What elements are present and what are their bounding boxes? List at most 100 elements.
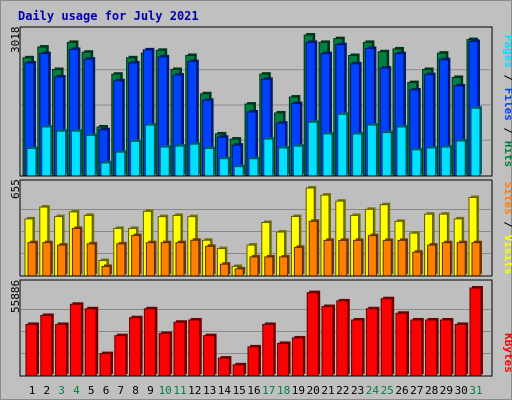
hits-files-pages-bars xyxy=(22,33,482,177)
day-label-2: 2 xyxy=(43,384,50,397)
day-label-19: 19 xyxy=(292,384,305,397)
day-label-21: 21 xyxy=(321,384,334,397)
visits-bar-sites-day-11 xyxy=(175,242,185,277)
visits-bar-sites-day-29 xyxy=(441,242,451,277)
kbytes-bar-kbytes-day-7 xyxy=(114,335,127,377)
day-axis-labels: 1 2 3 4 5 6 7 8 9 10 11 12 13 14 15 16 17 18 19 20 21 22 23 24 2… xyxy=(29,384,483,397)
legend-separator: / xyxy=(502,68,512,88)
visits-panel-max-label: 655 xyxy=(9,179,22,199)
visits-bar-sites-day-27 xyxy=(412,251,422,277)
kbytes-bar-kbytes-day-28 xyxy=(425,319,438,377)
day-label-1: 1 xyxy=(29,384,36,397)
kbytes-bar-kbytes-day-16 xyxy=(247,346,260,377)
visits-bar-sites-day-30 xyxy=(456,242,466,277)
hits-bar-pages-day-23 xyxy=(352,133,363,177)
hits-bar-pages-day-12 xyxy=(189,143,200,177)
legend-pages: Pages xyxy=(502,35,512,68)
hits-bar-pages-day-1 xyxy=(26,147,37,177)
visits-bar-sites-day-15 xyxy=(234,268,244,277)
hits-bar-pages-day-22 xyxy=(337,113,348,177)
kbytes-bar-kbytes-day-26 xyxy=(395,312,408,377)
kbytes-bar-kbytes-day-22 xyxy=(336,300,349,377)
legend-separator: / xyxy=(502,215,512,235)
kbytes-bar-kbytes-day-15 xyxy=(232,364,245,377)
day-label-10: 10 xyxy=(159,384,172,397)
legend-visits: Visits xyxy=(502,235,512,275)
hits-bar-pages-day-27 xyxy=(411,149,422,177)
visits-bar-sites-day-13 xyxy=(205,245,215,277)
day-label-28: 28 xyxy=(425,384,438,397)
kbytes-bar-kbytes-day-31 xyxy=(469,287,482,377)
visits-bar-sites-day-1 xyxy=(27,242,37,277)
visits-bar-sites-day-9 xyxy=(145,242,155,277)
visits-bar-sites-day-23 xyxy=(353,239,363,277)
day-label-8: 8 xyxy=(132,384,139,397)
day-label-27: 27 xyxy=(410,384,423,397)
visits-bar-sites-day-4 xyxy=(71,227,81,277)
hits-bar-pages-day-30 xyxy=(455,140,466,177)
kbytes-bars xyxy=(25,286,483,377)
day-label-17: 17 xyxy=(262,384,275,397)
kbytes-bar-kbytes-day-12 xyxy=(188,319,201,377)
hits-bar-pages-day-17 xyxy=(263,138,274,177)
kbytes-bar-kbytes-day-23 xyxy=(351,319,364,377)
day-label-4: 4 xyxy=(73,384,80,397)
kbytes-bar-kbytes-day-3 xyxy=(55,323,68,377)
hits-bar-pages-day-31 xyxy=(470,107,481,177)
legend-kbytes: KBytes xyxy=(502,333,512,373)
hits-bar-pages-day-26 xyxy=(396,126,407,177)
hits-bar-pages-day-19 xyxy=(292,145,303,177)
day-label-16: 16 xyxy=(247,384,260,397)
hits-bar-pages-day-24 xyxy=(366,124,377,177)
visits-bar-sites-day-5 xyxy=(86,243,96,277)
kbytes-panel-legend: KBytes xyxy=(502,333,512,373)
day-label-31: 31 xyxy=(469,384,482,397)
visits-bar-sites-day-8 xyxy=(131,235,141,277)
legend-separator: / xyxy=(502,121,512,141)
visits-bar-sites-day-6 xyxy=(101,265,111,277)
kbytes-bar-kbytes-day-21 xyxy=(321,306,334,377)
day-label-30: 30 xyxy=(455,384,468,397)
day-label-9: 9 xyxy=(147,384,154,397)
kbytes-bar-kbytes-day-1 xyxy=(25,323,38,377)
kbytes-bar-kbytes-day-14 xyxy=(217,357,230,377)
kbytes-bar-kbytes-day-5 xyxy=(84,308,97,377)
legend-sites: Sites xyxy=(502,182,512,215)
hits-bar-pages-day-7 xyxy=(115,151,126,177)
kbytes-bar-kbytes-day-6 xyxy=(99,353,112,377)
hits-panel-max-label: 3018 xyxy=(9,27,22,54)
hits-bar-pages-day-5 xyxy=(85,134,96,177)
kbytes-bar-kbytes-day-17 xyxy=(262,323,275,377)
legend-files: Files xyxy=(502,88,512,121)
hits-bar-pages-day-21 xyxy=(322,133,333,177)
day-label-24: 24 xyxy=(366,384,380,397)
day-label-11: 11 xyxy=(173,384,186,397)
visits-bar-sites-day-25 xyxy=(382,239,392,277)
hits-bar-pages-day-14 xyxy=(218,158,229,177)
visits-bar-sites-day-22 xyxy=(338,239,348,277)
kbytes-bar-kbytes-day-29 xyxy=(439,319,452,377)
hits-bar-pages-day-4 xyxy=(70,130,81,177)
day-label-20: 20 xyxy=(307,384,320,397)
day-label-5: 5 xyxy=(88,384,95,397)
visits-bar-sites-day-14 xyxy=(219,263,229,277)
kbytes-bar-kbytes-day-30 xyxy=(454,323,467,377)
hits-bar-pages-day-6 xyxy=(100,162,111,177)
kbytes-panel: 55886 KBytes xyxy=(9,279,512,377)
kbytes-bar-kbytes-day-19 xyxy=(291,337,304,377)
hits-bar-pages-day-13 xyxy=(204,147,215,177)
visits-bar-sites-day-18 xyxy=(279,256,289,277)
kbytes-bar-kbytes-day-27 xyxy=(410,319,423,377)
kbytes-panel-max-label: 55886 xyxy=(9,280,22,313)
panel-border xyxy=(19,179,493,277)
hits-files-pages-panel: 3018 Pages / Files / Hits xyxy=(9,26,512,177)
kbytes-bar-kbytes-day-24 xyxy=(365,308,378,377)
kbytes-bar-kbytes-day-4 xyxy=(69,303,82,377)
hits-panel-legend: Pages / Files / Hits xyxy=(502,35,512,168)
kbytes-bar-kbytes-day-25 xyxy=(380,298,393,377)
hits-bar-pages-day-15 xyxy=(233,166,244,177)
hits-bar-pages-day-2 xyxy=(41,126,52,177)
day-label-6: 6 xyxy=(103,384,110,397)
visits-bar-sites-day-10 xyxy=(160,242,170,277)
